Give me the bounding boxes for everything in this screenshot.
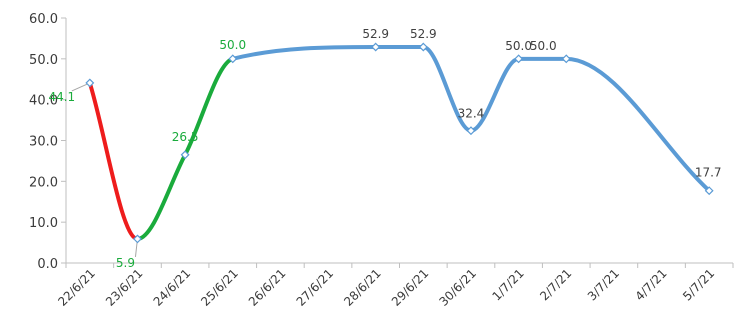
data-label: 50.0 (219, 38, 246, 52)
x-tick-label: 2/7/21 (537, 266, 574, 303)
data-point (466, 126, 476, 136)
data-point (180, 150, 190, 160)
y-tick-label: 10.0 (29, 216, 58, 231)
x-tick-label: 22/6/21 (55, 266, 98, 309)
data-point (133, 234, 142, 244)
x-tick-label: 29/6/21 (389, 266, 432, 309)
x-tick-label: 5/7/21 (680, 266, 717, 303)
x-tick-label: 3/7/21 (585, 266, 622, 303)
series-segment (468, 56, 521, 133)
data-point (85, 78, 95, 88)
x-tick-label: 28/6/21 (341, 266, 384, 309)
data-point (704, 186, 714, 196)
data-label: 5.9 (116, 256, 135, 270)
series-segment (564, 56, 712, 193)
x-tick-label: 27/6/21 (294, 266, 337, 309)
x-tick-label: 23/6/21 (103, 266, 146, 309)
data-label: 52.9 (362, 27, 389, 41)
x-axis-ticks: 22/6/21 23/6/21 24/6/21 25/6/21 26/6/21 27/6/… (55, 263, 734, 309)
data-label: 50.0 (530, 39, 557, 53)
y-tick-label: 0.0 (37, 257, 58, 272)
series-segment (135, 152, 188, 241)
data-markers (85, 42, 714, 244)
data-label: 17.7 (695, 166, 722, 180)
y-tick-label: 40.0 (29, 94, 58, 109)
x-tick-label: 24/6/21 (151, 266, 194, 309)
data-label: 50.0 (505, 39, 532, 53)
x-tick-label: 1/7/21 (490, 266, 527, 303)
series-segment (183, 56, 235, 157)
data-label: 26.5 (172, 130, 199, 144)
data-point (514, 54, 524, 64)
x-tick-label: 30/6/21 (436, 266, 479, 309)
y-tick-label: 30.0 (29, 135, 58, 150)
y-axis-ticks: 0.0 10.0 20.0 30.0 40.0 50.0 60.0 (29, 12, 66, 272)
chart-axes (65, 18, 733, 264)
series-segment (421, 44, 473, 133)
series-segment (230, 44, 378, 61)
y-tick-label: 50.0 (29, 53, 58, 68)
x-tick-label: 26/6/21 (246, 266, 289, 309)
data-point (561, 54, 571, 64)
data-point (228, 54, 238, 64)
x-tick-label: 25/6/21 (198, 266, 241, 309)
x-tick-label: 4/7/21 (632, 266, 669, 303)
series-segment (87, 80, 140, 241)
data-point (371, 42, 381, 52)
data-label: 32.4 (458, 107, 485, 121)
data-label: 52.9 (410, 27, 437, 41)
data-labels: 44.15.926.550.052.9 52.932.450.050.017.7 (48, 27, 721, 270)
y-tick-label: 20.0 (29, 175, 58, 190)
y-tick-label: 60.0 (29, 12, 58, 27)
data-point (418, 42, 428, 52)
data-label: 44.1 (48, 90, 75, 104)
